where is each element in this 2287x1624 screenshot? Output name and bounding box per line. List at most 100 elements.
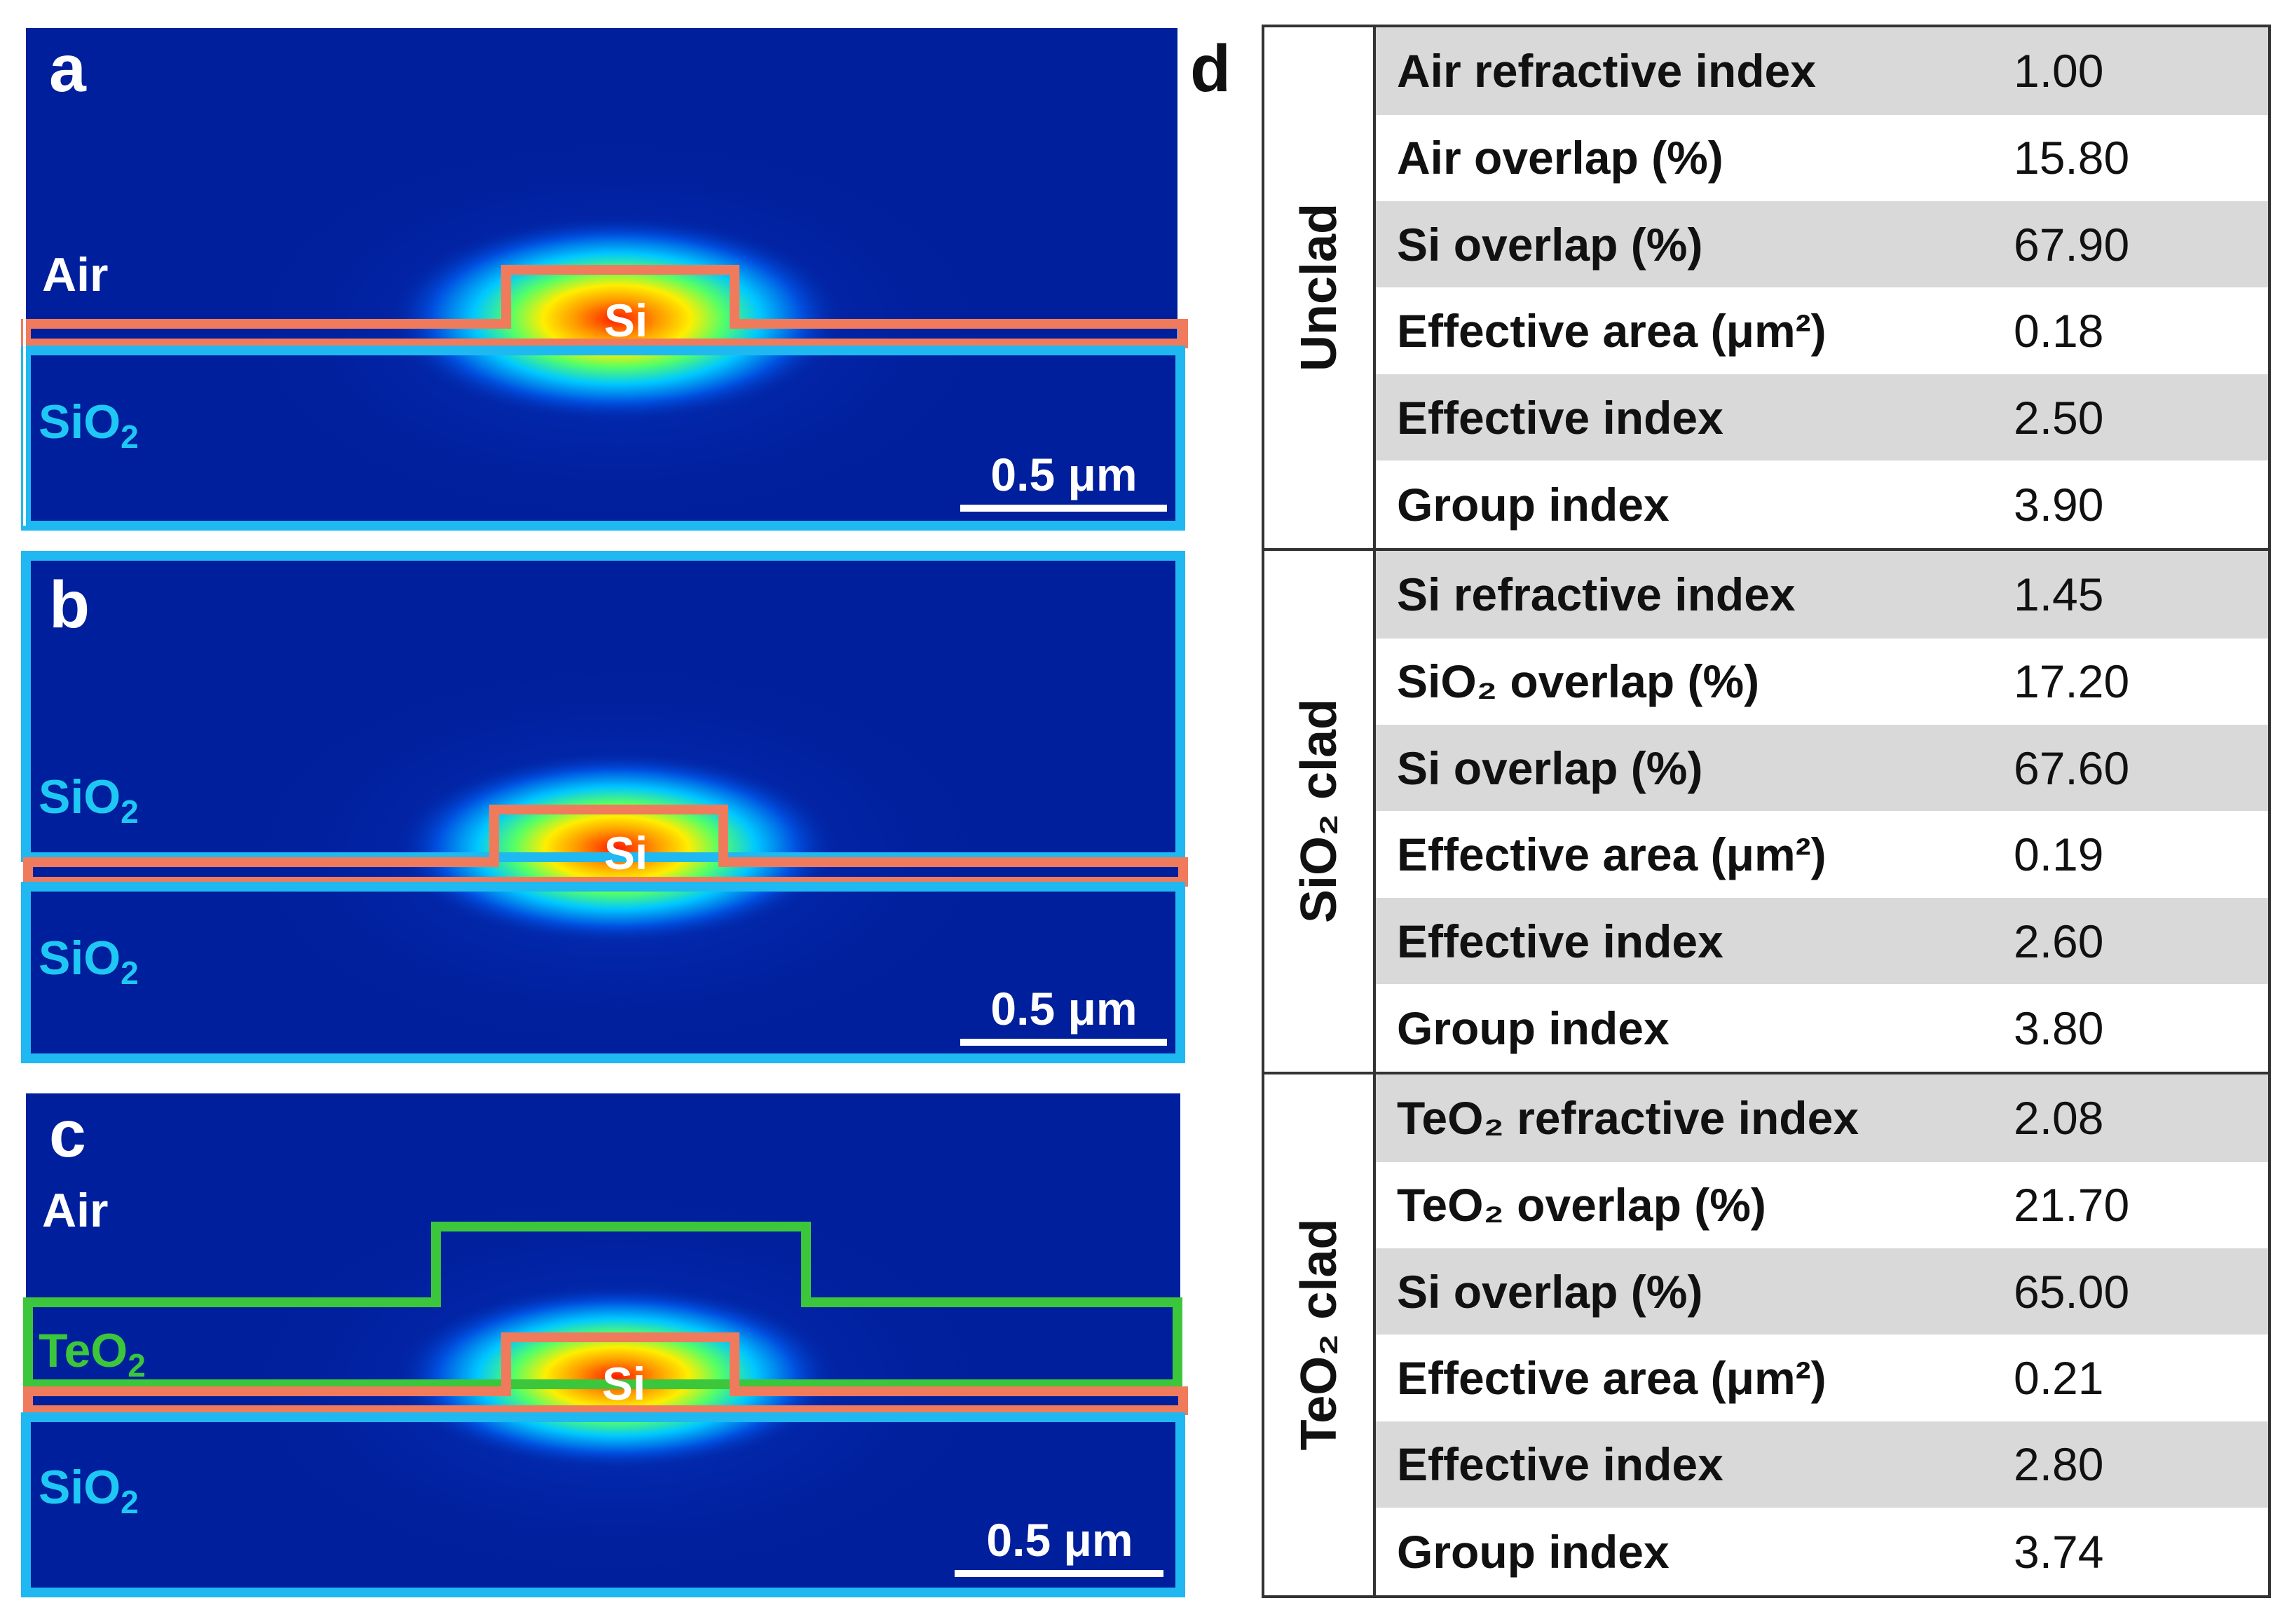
- row-value: 3.74: [2014, 1508, 2271, 1598]
- table-row: Si overlap (%) 67.90: [1263, 201, 2271, 288]
- panel-c-sio2-outline: [21, 1412, 1185, 1597]
- panel-c-si-outline: [23, 1332, 1188, 1415]
- panel-a: a Air SiO2 Si 0.5 μm: [21, 28, 1188, 533]
- panel-c-scale-bar-label: 0.5 μm: [986, 1514, 1133, 1566]
- table-row: Effective index 2.50: [1263, 374, 2271, 461]
- panel-c-letter: c: [49, 1097, 86, 1171]
- row-label: Effective area (μm²): [1374, 811, 2014, 898]
- table-row: Effective index 2.60: [1263, 897, 2271, 985]
- panel-c: c Air TeO2 SiO2 Si 0.5 μm: [21, 1093, 1188, 1597]
- row-value: 17.20: [2014, 638, 2271, 725]
- panel-a-scale-bar-label: 0.5 μm: [990, 449, 1137, 500]
- panel-b-top-sio2-sub: 2: [121, 793, 139, 830]
- row-value: 67.90: [2014, 201, 2271, 288]
- panel-c-bottom-label-source: SiO2: [6, 0, 8, 1]
- row-label: Si overlap (%): [1374, 725, 2014, 812]
- panel-b-letter: b: [49, 568, 90, 642]
- group-name: Unclad: [1290, 203, 1347, 372]
- panel-b-bottom-sio2-sub: 2: [121, 955, 139, 991]
- row-label: Group index: [1374, 1508, 2014, 1598]
- group-label-teo2-clad: TeO₂ clad: [1262, 1071, 1376, 1599]
- table-row: TeO₂ clad TeO₂ refractive index 2.08: [1262, 1071, 2271, 1599]
- properties-table-wrap: Unclad Air refractive index 1.00 Air ove…: [1262, 25, 2271, 1599]
- row-value: 3.80: [2014, 984, 2271, 1074]
- row-label: Effective area (μm²): [1374, 287, 2014, 374]
- panel-c-core-label: Si: [602, 1358, 646, 1410]
- table-row: Effective area (μm²) 0.19: [1263, 811, 2271, 898]
- row-label: Air refractive index: [1374, 25, 2014, 115]
- group-label-unclad: Unclad: [1262, 25, 1376, 551]
- row-value: 2.80: [2014, 1421, 2271, 1508]
- row-value: 1.45: [2014, 549, 2271, 639]
- row-label: Si refractive index: [1374, 549, 2014, 639]
- panel-b-bottom-label-source: SiO2: [3, 0, 5, 1]
- table-row: Air overlap (%) 15.80: [1263, 114, 2271, 202]
- row-label: TeO₂ overlap (%): [1374, 1161, 2014, 1248]
- panel-b-top-label: SiO2: [39, 770, 139, 830]
- table-row: Si overlap (%) 65.00: [1263, 1248, 2271, 1335]
- row-label: SiO₂ overlap (%): [1374, 638, 2014, 725]
- row-value: 3.90: [2014, 460, 2271, 551]
- row-value: 67.60: [2014, 725, 2271, 812]
- group-name: TeO₂ clad: [1290, 1219, 1347, 1451]
- panel-b-bottom-label: SiO2: [39, 932, 139, 991]
- table-row: TeO₂ overlap (%) 21.70: [1263, 1161, 2271, 1248]
- row-value: 15.80: [2014, 114, 2271, 202]
- panel-c-mid-label: TeO2: [39, 1324, 146, 1384]
- table-row: Group index 3.74: [1263, 1508, 2271, 1598]
- table-row: Unclad Air refractive index 1.00: [1262, 25, 2271, 551]
- panel-c-teo2-main: TeO: [39, 1324, 128, 1377]
- row-label: Effective index: [1374, 374, 2014, 461]
- row-label: Effective index: [1374, 897, 2014, 985]
- mode-profile-panels: a Air SiO2 Si 0.5 μm b SiO2 SiO2 Si 0.5 …: [21, 28, 1231, 1597]
- panel-c-top-label: Air: [42, 1184, 108, 1237]
- table-row: SiO₂ overlap (%) 17.20: [1263, 638, 2271, 725]
- panel-a-top-label: Air: [42, 248, 108, 301]
- panel-c-sio2-main: SiO: [39, 1461, 121, 1514]
- row-value: 2.08: [2014, 1072, 2271, 1162]
- group-label-sio2-clad: SiO₂ clad: [1262, 547, 1376, 1074]
- row-label: Effective area (μm²): [1374, 1335, 2014, 1421]
- panel-c-sio2-sub: 2: [121, 1484, 139, 1520]
- row-value: 65.00: [2014, 1248, 2271, 1335]
- table-row: Si overlap (%) 67.60: [1263, 725, 2271, 812]
- panel-b-sio2-bottom-outline: [21, 882, 1185, 1063]
- row-value: 21.70: [2014, 1161, 2271, 1248]
- panel-d-letter: d: [1190, 32, 1231, 106]
- panel-a-si-outline: [21, 265, 1188, 348]
- row-value: 2.50: [2014, 374, 2271, 461]
- panel-b-sio2-top-outline: [21, 551, 1185, 862]
- row-value: 2.60: [2014, 897, 2271, 985]
- panel-c-teo2-outline: [23, 1222, 1182, 1389]
- panel-c-mid-label-source: TeO2: [4, 0, 6, 1]
- row-value: 0.19: [2014, 811, 2271, 898]
- panel-a-bottom-label-source: SiO2: [0, 0, 2, 1]
- panel-b-top-label-source: SiO2: [1, 0, 4, 1]
- panel-b-top-sio2-main: SiO: [39, 770, 121, 824]
- table-row: Effective area (μm²) 0.21: [1263, 1335, 2271, 1421]
- row-label: Si overlap (%): [1374, 201, 2014, 288]
- panel-a-sio2-main: SiO: [39, 395, 121, 449]
- panel-b-core-label: Si: [604, 827, 648, 879]
- group-name: SiO₂ clad: [1290, 699, 1347, 924]
- table-row: SiO₂ clad Si refractive index 1.45: [1262, 547, 2271, 1074]
- row-value: 1.00: [2014, 25, 2271, 115]
- panel-a-bottom-label: SiO2: [39, 395, 139, 455]
- table-row: Group index 3.90: [1263, 460, 2271, 551]
- panel-b: b SiO2 SiO2 Si 0.5 μm: [21, 551, 1188, 1063]
- panel-b-scale-bar-label: 0.5 μm: [990, 983, 1137, 1035]
- table-row: Group index 3.80: [1263, 984, 2271, 1074]
- row-label: TeO₂ refractive index: [1374, 1072, 2014, 1162]
- row-label: Air overlap (%): [1374, 114, 2014, 202]
- row-value: 0.21: [2014, 1335, 2271, 1421]
- row-label: Effective index: [1374, 1421, 2014, 1508]
- panel-a-letter: a: [49, 32, 87, 106]
- panel-b-bottom-sio2-main: SiO: [39, 932, 121, 985]
- table-row: Effective index 2.80: [1263, 1421, 2271, 1508]
- row-value: 0.18: [2014, 287, 2271, 374]
- table-row: Effective area (μm²) 0.18: [1263, 287, 2271, 374]
- panel-a-sio2-sub: 2: [121, 418, 139, 455]
- panel-c-bottom-label: SiO2: [39, 1461, 139, 1520]
- row-label: Si overlap (%): [1374, 1248, 2014, 1335]
- row-label: Group index: [1374, 984, 2014, 1074]
